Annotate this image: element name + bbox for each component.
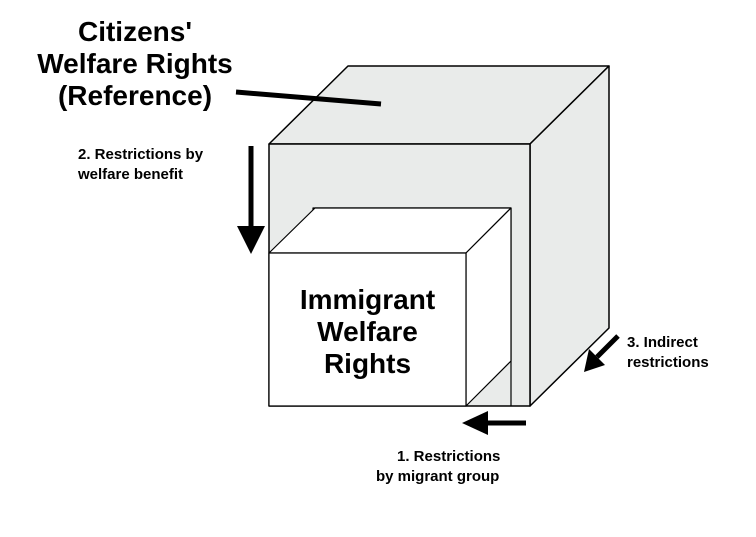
inner-box-label-line: Welfare [317, 316, 418, 347]
outer-box-label: Citizens' Welfare Rights (Reference) [15, 16, 255, 112]
restriction-1-label-line: by migrant group [376, 468, 500, 485]
restriction-2-label-line: welfare benefit [78, 166, 184, 183]
restriction-3-label: 3. Indirect restrictions [627, 333, 709, 373]
inner-box-label: Immigrant Welfare Rights [269, 284, 466, 380]
inner-box-front-face [268, 252, 467, 407]
outer-box-label-line: (Reference) [57, 80, 213, 111]
restriction-1-label-line: 1. Restrictions [397, 448, 501, 465]
outer-box-label-line: Welfare Rights [37, 48, 233, 79]
arrow-restriction-1 [462, 411, 526, 435]
arrow-restriction-2 [237, 146, 265, 254]
restriction-1-label: 1. Restrictions by migrant group [376, 447, 500, 487]
reference-pointer-line [235, 89, 382, 107]
restriction-2-label-line: 2. Restrictions by [78, 146, 204, 163]
restriction-3-label-line: restrictions [627, 354, 709, 371]
restriction-2-label: 2. Restrictions by welfare benefit [78, 145, 203, 185]
inner-box-label-line: Immigrant [299, 284, 436, 315]
arrow-restriction-3 [584, 334, 620, 372]
inner-box [268, 207, 512, 407]
outer-box-label-line: Citizens' [77, 16, 192, 47]
inner-box-label-line: Rights [323, 348, 412, 379]
restriction-3-label-line: 3. Indirect [627, 334, 698, 351]
